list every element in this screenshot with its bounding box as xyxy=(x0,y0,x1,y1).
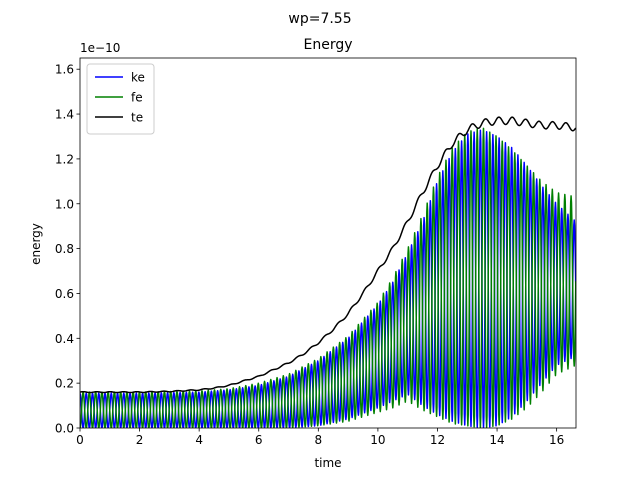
y-tick-label: 0.8 xyxy=(55,242,74,256)
x-tick-label: 8 xyxy=(314,433,322,447)
x-tick-label: 6 xyxy=(255,433,263,447)
x-tick-label: 2 xyxy=(136,433,144,447)
axes-frame xyxy=(79,57,577,429)
y-axis-label: energy xyxy=(29,223,43,265)
legend: ke fe te xyxy=(86,63,155,135)
x-tick-label: 16 xyxy=(549,433,564,447)
x-tick-label: 14 xyxy=(489,433,504,447)
offset-text: 1e−10 xyxy=(80,41,120,55)
x-tick-label: 12 xyxy=(430,433,445,447)
y-tick-label: 1.2 xyxy=(55,152,74,166)
y-tick-label: 0.4 xyxy=(55,332,74,346)
x-tick-label: 0 xyxy=(76,433,84,447)
axis-ticks: 0 2 4 6 8 10 12 14 16 0.0 0.2 0.4 0.6 0.8 1.0 1.2 1.4 1.6 xyxy=(55,63,564,447)
x-axis-label: time xyxy=(314,456,341,470)
series-line-fe xyxy=(80,127,576,428)
series-group xyxy=(80,116,576,428)
figure-suptitle: wp=7.55 xyxy=(288,11,351,27)
series-line-te xyxy=(80,116,576,394)
plot-area xyxy=(79,57,577,429)
x-tick-label: 4 xyxy=(195,433,203,447)
legend-label-ke: ke xyxy=(131,71,145,85)
y-tick-label: 0.2 xyxy=(55,377,74,391)
y-tick-label: 0.0 xyxy=(55,422,74,436)
y-tick-label: 0.6 xyxy=(55,287,74,301)
legend-label-fe: fe xyxy=(131,91,143,105)
chart-title: Energy xyxy=(303,37,352,53)
y-tick-label: 1.6 xyxy=(55,63,74,77)
y-tick-label: 1.0 xyxy=(55,197,74,211)
x-tick-label: 10 xyxy=(370,433,385,447)
legend-label-te: te xyxy=(131,111,143,125)
y-tick-label: 1.4 xyxy=(55,108,74,122)
